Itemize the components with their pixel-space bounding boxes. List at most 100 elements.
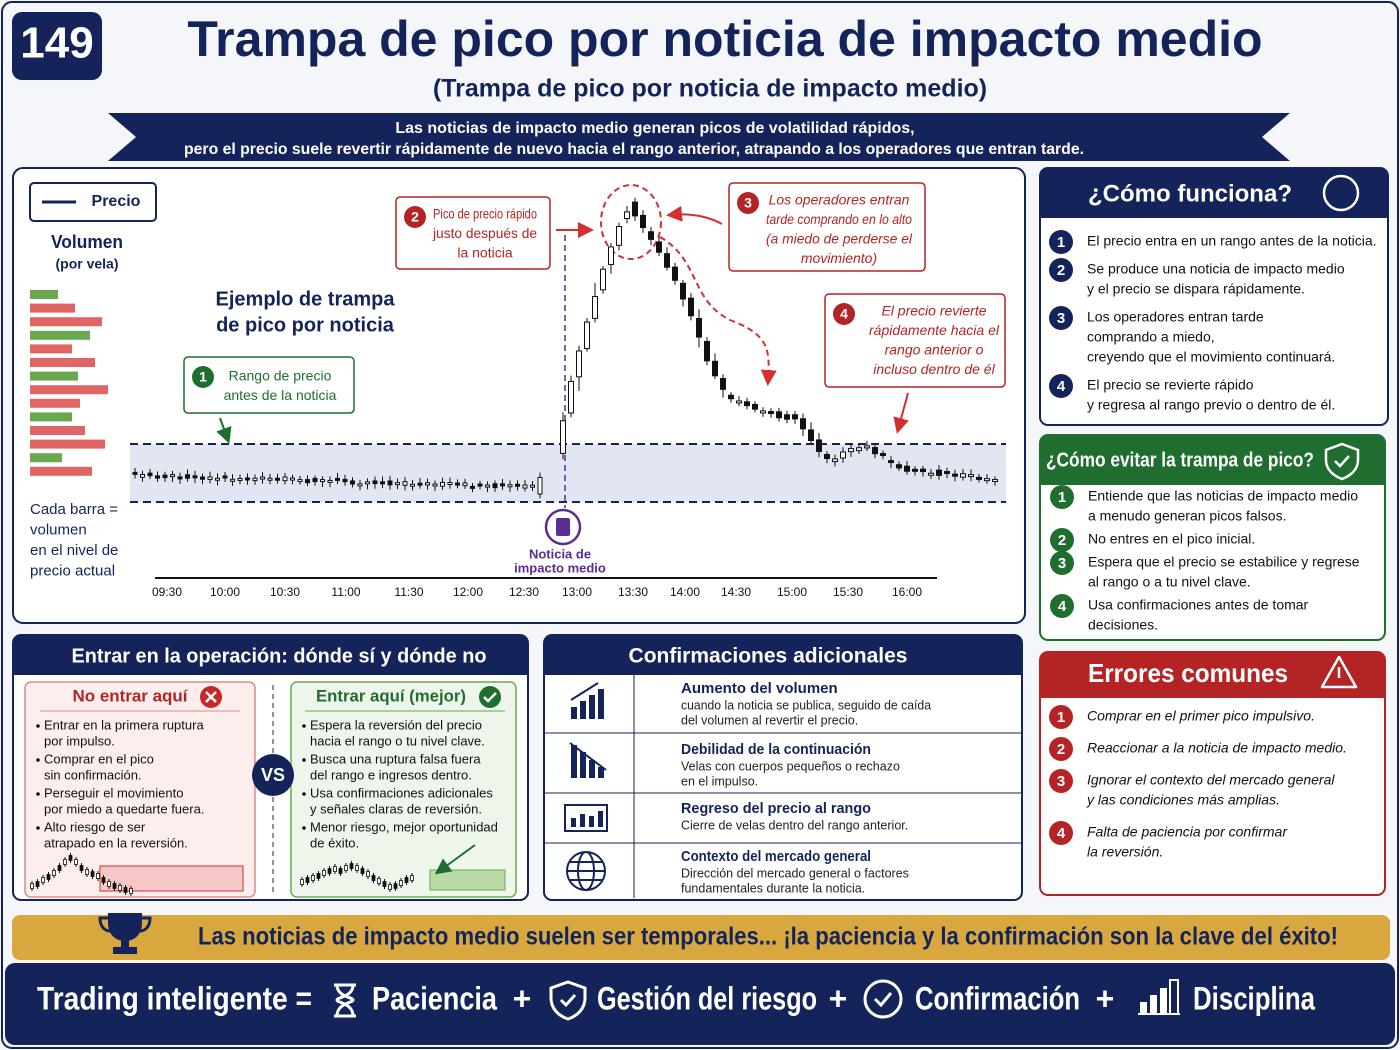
vs-circle — [252, 754, 294, 796]
candle — [477, 483, 483, 487]
candle — [237, 477, 243, 481]
number-circle — [1050, 594, 1074, 618]
footer-text: Confirmación — [915, 980, 1080, 1016]
volume-bar — [30, 439, 105, 449]
volume-bar — [30, 412, 72, 422]
callout-text: rápidamente hacia el — [869, 322, 1000, 338]
time-label: 15:30 — [833, 585, 863, 599]
mini-candle — [112, 883, 117, 889]
number-circle — [1049, 821, 1073, 845]
time-label: 09:30 — [152, 585, 182, 599]
trophy-icon — [98, 913, 152, 954]
list-text: Espera que el precio se estabilice y reg… — [1088, 554, 1360, 570]
bullet — [302, 826, 306, 830]
mini-candle — [123, 887, 128, 893]
number: 4 — [1058, 598, 1067, 615]
banner-text: pero el precio suele revertir rápidament… — [184, 141, 1084, 158]
time-label: 10:30 — [270, 585, 300, 599]
candle — [896, 464, 902, 469]
bullet-text: Comprar en el pico — [44, 751, 154, 766]
candle — [672, 266, 678, 281]
bullet-text: Usa confirmaciones adicionales — [310, 785, 493, 800]
time-label: 14:30 — [721, 585, 751, 599]
candle — [640, 214, 646, 229]
weak-icon — [569, 742, 607, 778]
number: 4 — [1057, 378, 1066, 395]
candle — [728, 394, 734, 400]
candle — [632, 201, 638, 217]
hourglass-icon — [334, 983, 356, 1018]
check-icon — [479, 686, 501, 708]
bullet-text: Busca una ruptura falsa fuera — [310, 751, 481, 766]
callout-number: 2 — [411, 209, 419, 225]
candle — [568, 380, 574, 414]
number-circle — [1049, 705, 1073, 729]
confirm-title: Debilidad de la continuación — [681, 741, 871, 758]
mini-candle — [338, 868, 343, 874]
list-text: la reversión. — [1087, 844, 1163, 860]
errors-header — [1040, 652, 1385, 698]
candle — [440, 481, 445, 487]
panel-title: ¿Cómo funciona? — [1088, 180, 1292, 207]
callout-number-circle — [737, 192, 759, 214]
good-zone — [429, 869, 506, 891]
mini-candle — [74, 859, 78, 865]
candle — [736, 400, 742, 404]
candle — [792, 414, 798, 420]
list-text: Comprar en el primer pico impulsivo. — [1087, 708, 1315, 724]
number: 3 — [1057, 310, 1065, 327]
candle — [372, 480, 378, 485]
callout-text: antes de la noticia — [224, 387, 337, 403]
mini-candle — [382, 881, 387, 887]
badge-number: 149 — [20, 19, 93, 68]
check-mark — [483, 692, 497, 703]
callout-box — [395, 196, 551, 270]
footer-text: Disciplina — [1193, 980, 1315, 1016]
arrow — [666, 205, 723, 225]
candle — [872, 447, 878, 455]
bars-icon — [1138, 979, 1180, 1015]
legend-label: Precio — [92, 193, 141, 210]
candle — [848, 448, 854, 453]
callout-text: rango anterior o — [885, 342, 984, 358]
tip-bar — [12, 915, 1390, 960]
mini-candle — [30, 883, 34, 889]
candle — [608, 246, 614, 265]
callout-number: 4 — [840, 306, 848, 322]
candle — [305, 479, 310, 484]
candle — [968, 474, 974, 478]
candle — [664, 253, 670, 268]
candle — [365, 481, 370, 485]
callout-text: tarde comprando en lo alto — [766, 211, 912, 227]
candle — [824, 453, 830, 460]
callout-box — [183, 356, 355, 414]
mini-candle — [371, 875, 376, 881]
list-text: El precio se revierte rápido — [1087, 377, 1254, 393]
volume-note: Cada barra = — [30, 501, 118, 518]
number: 4 — [1057, 825, 1066, 842]
candle — [800, 418, 806, 430]
time-label: 12:30 — [509, 585, 539, 599]
list-text: Se produce una noticia de impacto medio — [1087, 261, 1345, 277]
arrow — [434, 844, 476, 875]
candle — [132, 471, 138, 475]
number: 3 — [1058, 555, 1066, 572]
callout-number: 1 — [199, 369, 207, 385]
number-circle — [1049, 737, 1073, 761]
time-label: 13:30 — [618, 585, 648, 599]
bullet — [36, 758, 40, 762]
legend-box — [29, 182, 157, 222]
candle — [387, 480, 393, 486]
volume-bar — [30, 466, 92, 476]
list-text: creyendo que el movimiento continuará. — [1087, 349, 1335, 365]
title: Trampa de pico por noticia de impacto me… — [187, 11, 1262, 67]
mini-candle — [41, 877, 45, 883]
candle — [425, 482, 430, 486]
callout-number: 3 — [744, 195, 752, 211]
candle — [155, 475, 160, 479]
candle — [752, 403, 758, 410]
time-label: 15:00 — [777, 585, 807, 599]
time-label: 11:00 — [331, 585, 360, 599]
check-icon — [1334, 455, 1350, 468]
